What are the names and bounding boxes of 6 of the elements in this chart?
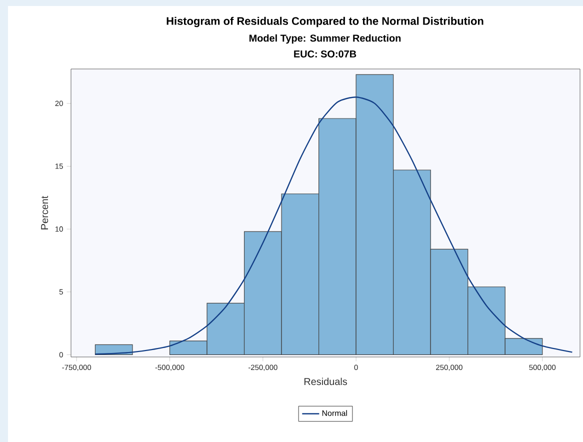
line-series [94,96,573,355]
y-axis-title: Percent [41,196,48,230]
chart-subtitle: Model Type: Summer Reduction [249,34,401,44]
x-axis-title: Residuals [304,378,348,386]
chart-title: Histogram of Residuals Compared to the Normal Distribution [166,16,484,28]
text: EUC: SO:07B [294,50,356,58]
